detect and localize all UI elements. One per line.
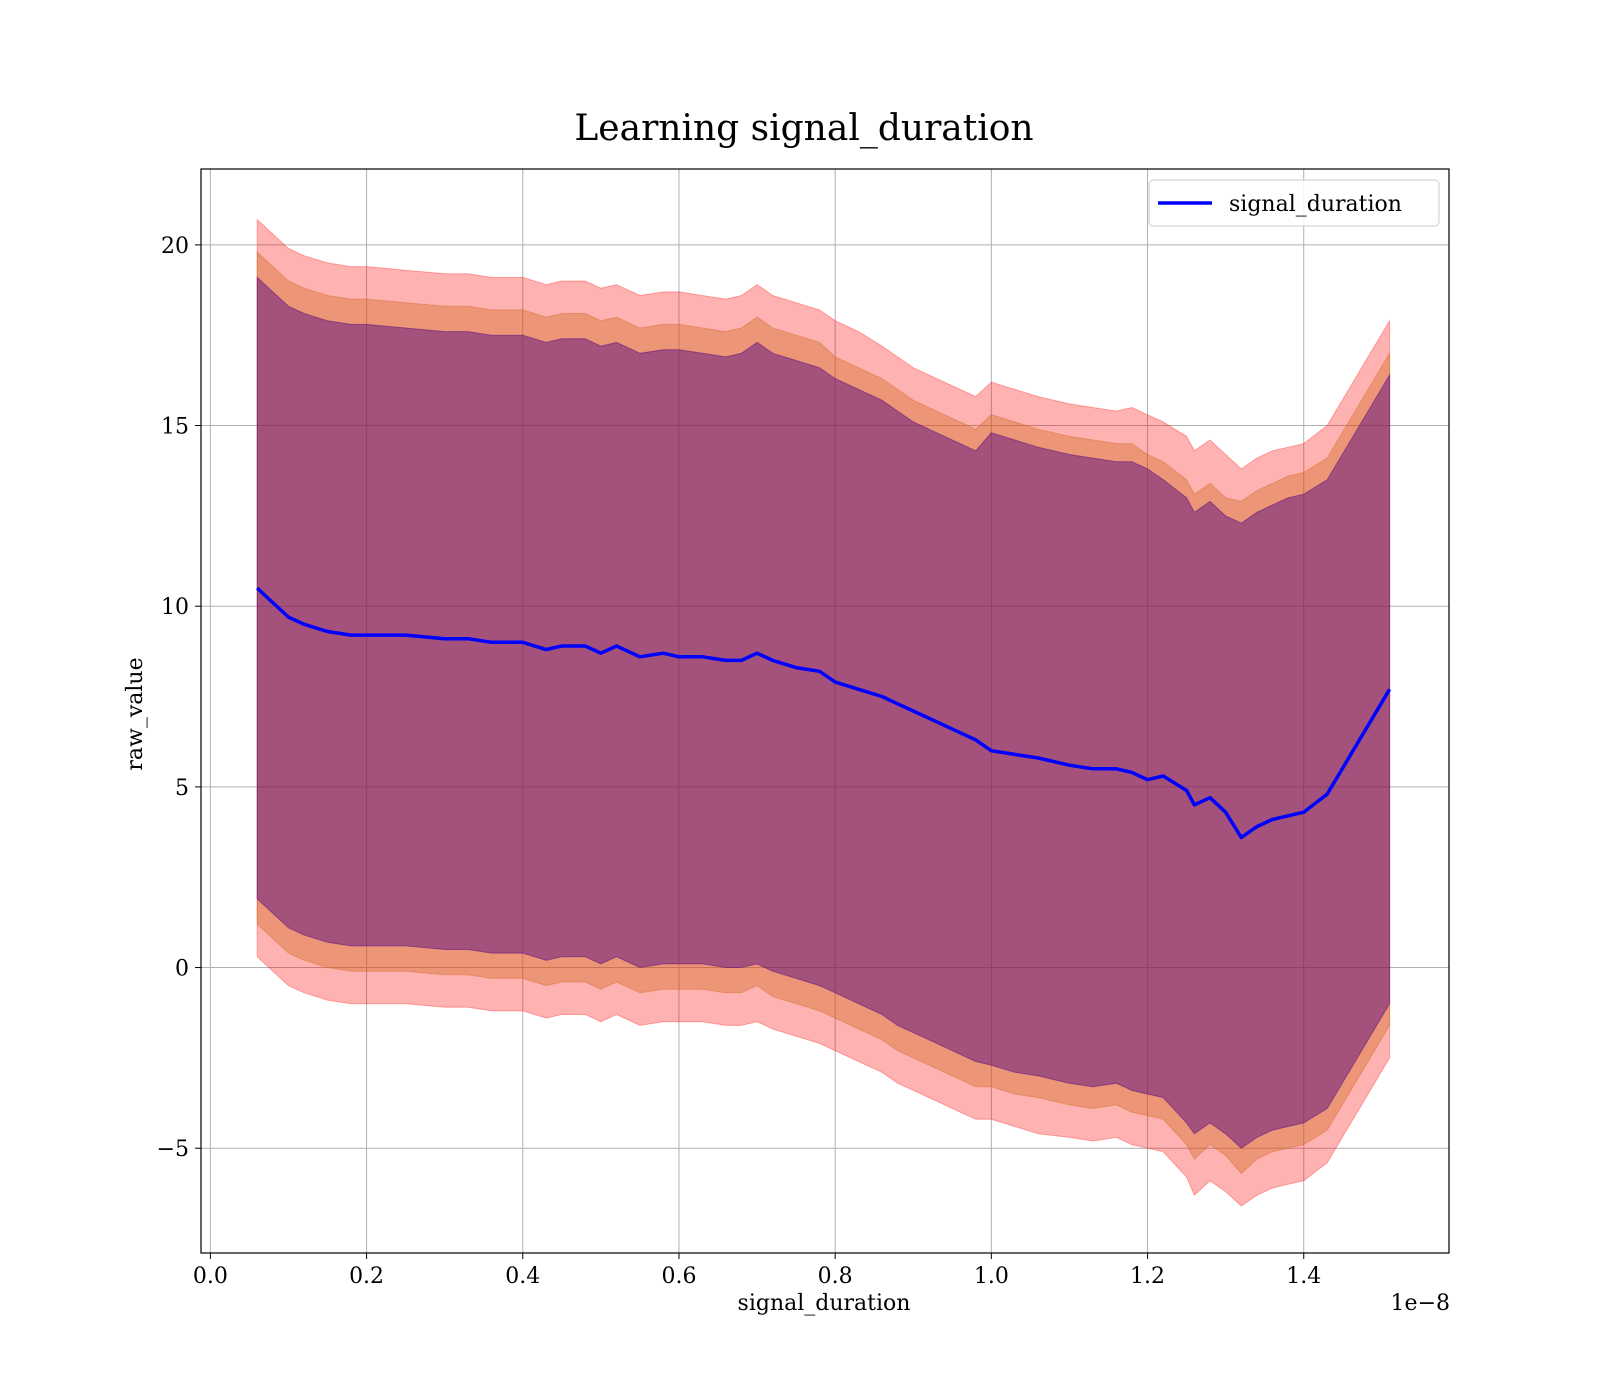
x-tick-label: 1.2: [1130, 1264, 1165, 1289]
x-tick-label: 0.0: [193, 1264, 228, 1289]
plot-frame: [200, 168, 1450, 1254]
y-axis-label: raw_value: [123, 657, 148, 770]
y-tick-label: −5: [157, 1137, 189, 1162]
legend-box: [1148, 179, 1440, 227]
x-axis-label: signal_duration: [738, 1291, 911, 1316]
y-tick-label: 0: [175, 957, 189, 982]
chart-title: Learning signal_duration: [574, 108, 1033, 149]
confidence-band: [256, 250, 1391, 1175]
y-tick-label: 5: [175, 776, 189, 801]
x-axis-ticks: 0.0 0.2 0.4 0.6 0.8 1.0 1.2 1.4: [193, 1253, 1321, 1289]
x-tick-label: 0.8: [818, 1264, 853, 1289]
y-tick-label: 10: [161, 595, 189, 620]
x-tick-label: 0.2: [349, 1264, 384, 1289]
series-lines: [256, 586, 1392, 840]
x-tick-label: 0.4: [505, 1264, 540, 1289]
confidence-band: [256, 218, 1391, 1207]
confidence-band: [256, 276, 1391, 1149]
legend: signal_duration: [1148, 179, 1440, 227]
y-tick-label: 15: [161, 415, 189, 440]
x-tick-label: 0.6: [661, 1264, 696, 1289]
legend-label: signal_duration: [1229, 192, 1402, 217]
x-tick-label: 1.0: [974, 1264, 1009, 1289]
x-axis-offset-label: 1e−8: [1391, 1291, 1450, 1316]
y-axis-ticks: −5 0 5 10 15 20: [157, 234, 201, 1162]
confidence-bands: [256, 218, 1391, 1207]
x-tick-label: 1.4: [1286, 1264, 1321, 1289]
series-line-signal_duration: [256, 586, 1392, 840]
y-tick-label: 20: [161, 234, 189, 259]
grid: [201, 169, 1449, 1253]
